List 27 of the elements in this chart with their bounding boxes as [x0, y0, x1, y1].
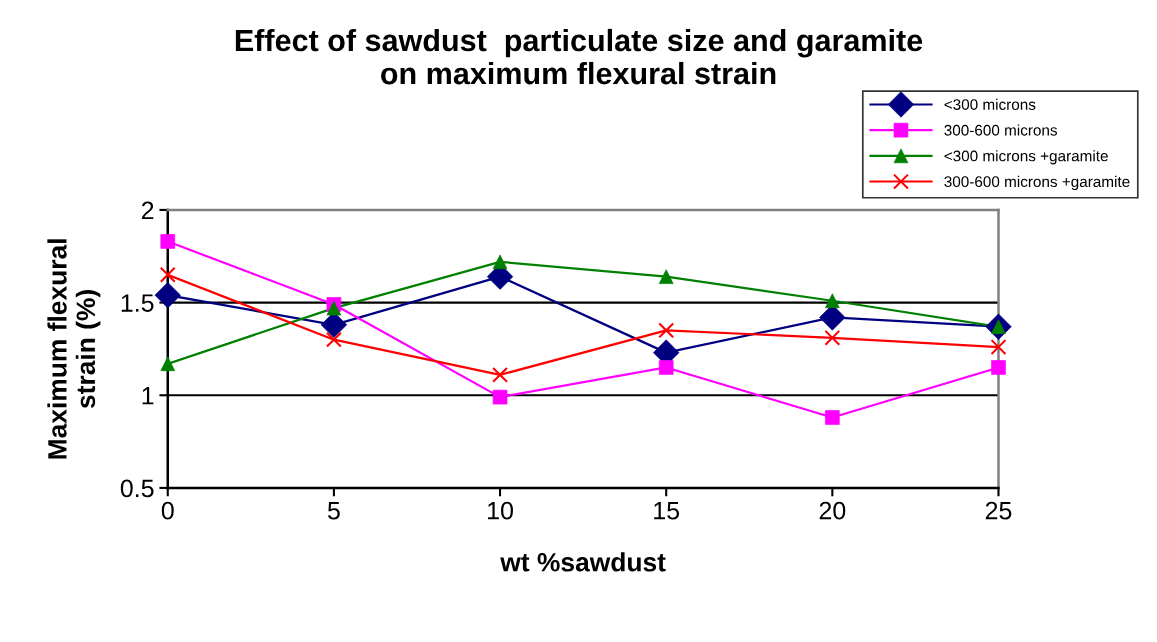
x-tick-label: 15 — [654, 502, 680, 520]
x-tick-label: 0 — [161, 501, 174, 520]
point — [658, 322, 675, 339]
x-tick-label: 10 — [488, 501, 513, 520]
point — [160, 234, 176, 249]
point — [160, 356, 176, 372]
point — [325, 331, 342, 348]
point — [159, 266, 176, 283]
legend-label: <300 microns — [944, 98, 1036, 110]
y-tick-label: 1.5 — [121, 294, 154, 312]
x-tick-label: 20 — [819, 501, 846, 520]
y-tick-label: 0.5 — [120, 479, 154, 498]
point — [658, 269, 674, 284]
legend-label: <300 microns +garamite — [944, 150, 1108, 165]
legend-label: 300-600 microns +garamite — [944, 175, 1130, 191]
point — [154, 282, 181, 309]
y-axis-title: Maximum flexural strain (%) — [47, 239, 101, 459]
legend-label: 300-600 microns — [944, 124, 1058, 136]
x-tick-label: 5 — [327, 502, 340, 520]
chart-title: Effect of sawdust particulate size and garamite on maximum flexural strain — [235, 28, 923, 85]
point — [990, 339, 1007, 356]
x-tick-label: 25 — [985, 501, 1012, 520]
y-tick-label: 2 — [141, 201, 154, 219]
x-axis-title: wt %sawdust — [500, 552, 666, 572]
point — [492, 366, 509, 383]
point — [824, 329, 841, 346]
y-tick-label: 1 — [142, 387, 154, 405]
